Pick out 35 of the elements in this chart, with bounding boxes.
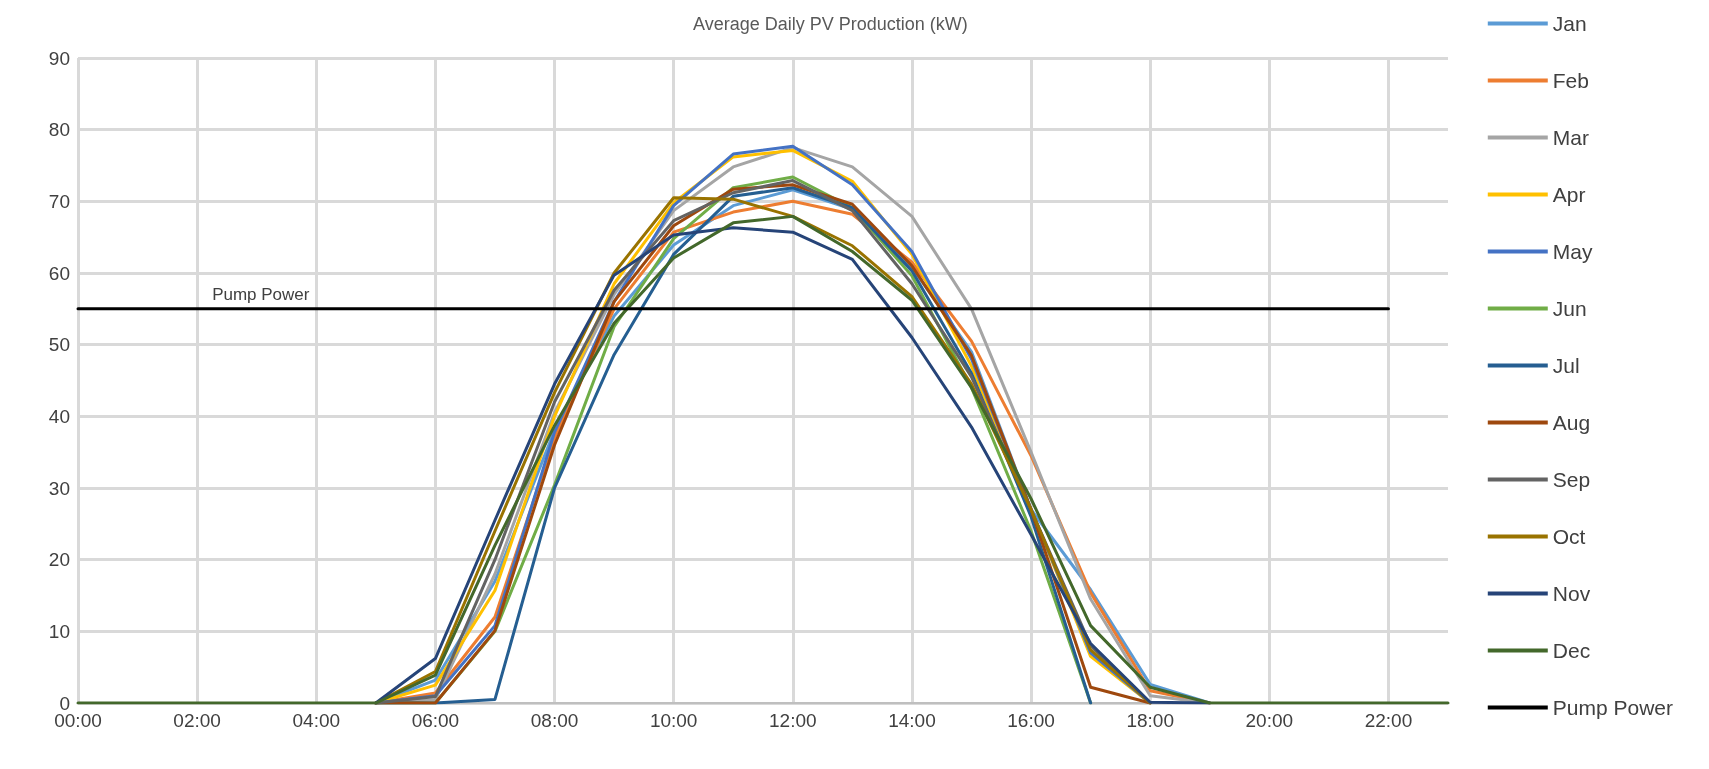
y-tick-label: 90 bbox=[48, 47, 70, 69]
legend-label: Aug bbox=[1552, 411, 1591, 434]
legend-label: Nov bbox=[1552, 582, 1591, 605]
x-tick-label: 02:00 bbox=[173, 710, 221, 731]
y-tick-label: 80 bbox=[48, 119, 70, 141]
x-tick-label: 04:00 bbox=[292, 710, 341, 731]
annotation: Pump Power bbox=[212, 285, 310, 305]
legend-label: Jan bbox=[1552, 12, 1587, 35]
x-tick-label: 16:00 bbox=[1007, 710, 1055, 731]
x-tick-label: 10:00 bbox=[649, 710, 698, 731]
legend-label: Apr bbox=[1552, 183, 1586, 206]
x-tick-label: 08:00 bbox=[530, 710, 579, 731]
legend-label: Mar bbox=[1552, 126, 1589, 149]
y-tick-label: 70 bbox=[48, 190, 70, 212]
legend-label: Oct bbox=[1552, 525, 1586, 548]
y-tick-label: 30 bbox=[48, 477, 70, 499]
legend-label: May bbox=[1552, 240, 1593, 263]
y-tick-label: 40 bbox=[48, 405, 70, 427]
legend-label: Sep bbox=[1552, 468, 1591, 491]
x-tick-label: 12:00 bbox=[769, 710, 817, 731]
legend-label: Feb bbox=[1552, 69, 1589, 92]
x-tick-label: 20:00 bbox=[1245, 710, 1294, 731]
y-tick-label: 50 bbox=[48, 334, 70, 356]
chart-title: Average Daily PV Production (kW) bbox=[693, 14, 968, 34]
legend-label: Jun bbox=[1552, 297, 1587, 320]
legend-label: Jul bbox=[1552, 354, 1580, 377]
x-tick-label: 14:00 bbox=[888, 710, 936, 731]
y-tick-label: 10 bbox=[48, 620, 70, 642]
legend-label: Pump Power bbox=[1552, 696, 1674, 719]
y-tick-label: 60 bbox=[48, 262, 70, 284]
x-tick-label: 22:00 bbox=[1364, 710, 1413, 731]
y-tick-label: 20 bbox=[48, 549, 70, 571]
x-tick-label: 06:00 bbox=[411, 710, 460, 731]
x-tick-label: 18:00 bbox=[1126, 710, 1174, 731]
legend-label: Dec bbox=[1552, 639, 1591, 662]
